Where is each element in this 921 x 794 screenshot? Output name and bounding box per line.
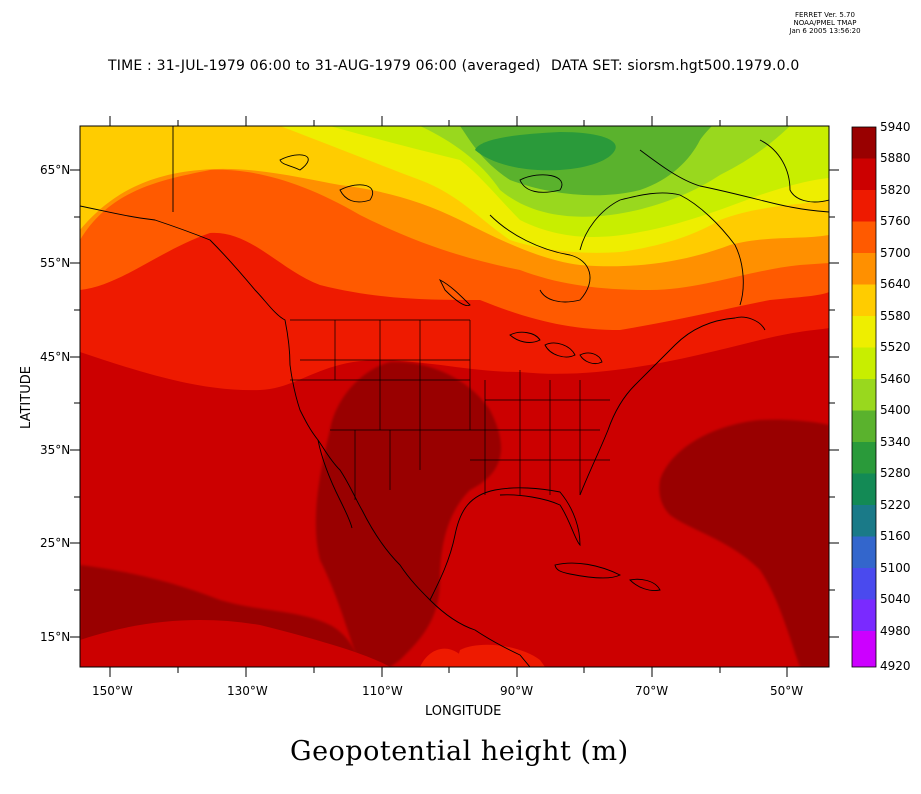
lon-tick-label: 90°W: [500, 684, 534, 698]
colorbar-swatch: [852, 536, 876, 568]
time-range-title: TIME : 31-JUL-1979 06:00 to 31-AUG-1979 …: [108, 58, 541, 74]
colorbar-label: 5580: [880, 309, 911, 323]
colorbar-label: 4980: [880, 624, 911, 638]
colorbar-label: 5040: [880, 592, 911, 606]
colorbar-label: 5880: [880, 151, 911, 165]
contour-fill: [80, 126, 829, 667]
colorbar-label: 5760: [880, 214, 911, 228]
colorbar-label: 5280: [880, 466, 911, 480]
colorbar-swatch: [852, 127, 876, 159]
colorbar-label: 5700: [880, 246, 911, 260]
lat-ticks: [70, 169, 839, 638]
lat-tick-label: 15°N: [40, 630, 71, 644]
colorbar-label: 5820: [880, 183, 911, 197]
ferret-version: FERRET Ver. 5.70: [795, 11, 855, 19]
colorbar-swatch: [852, 473, 876, 505]
colorbar-swatch: [852, 379, 876, 411]
colorbar-swatch: [852, 190, 876, 222]
colorbar-swatch: [852, 284, 876, 316]
colorbar-swatch: [852, 221, 876, 253]
lon-tick-label: 50°W: [770, 684, 804, 698]
lat-tick-label: 45°N: [40, 350, 71, 364]
lat-tick-label: 55°N: [40, 256, 71, 270]
colorbar-label: 5520: [880, 340, 911, 354]
colorbar-swatch: [852, 158, 876, 190]
colorbar-swatch: [852, 505, 876, 537]
y-axis-label: LATITUDE: [18, 366, 34, 429]
state-borders: [290, 319, 610, 500]
dataset-title: DATA SET: siorsm.hgt500.1979.0.0: [551, 58, 800, 74]
colorbar-swatch: [852, 631, 876, 667]
lon-ticks: [109, 116, 788, 677]
colorbar-swatch: [852, 347, 876, 379]
ferret-timestamp: Jan 6 2005 13:56:20: [789, 27, 861, 35]
colorbar-swatch: [852, 253, 876, 285]
x-axis-label: LONGITUDE: [425, 704, 502, 719]
colorbar-swatch: [852, 316, 876, 348]
colorbar-swatch: [852, 410, 876, 442]
colorbar-label: 5220: [880, 498, 911, 512]
colorbar-swatch: [852, 599, 876, 631]
ferret-credit: FERRET Ver. 5.70 NOAA/PMEL TMAP Jan 6 20…: [770, 11, 880, 35]
coastlines: [80, 126, 829, 667]
colorbar-label: 5160: [880, 529, 911, 543]
colorbar-label: 5640: [880, 277, 911, 291]
variable-title: Geopotential height (m): [290, 736, 629, 767]
colorbar-label: 4920: [880, 659, 911, 673]
colorbar-label: 5460: [880, 372, 911, 386]
lat-tick-label: 65°N: [40, 163, 71, 177]
lon-tick-label: 150°W: [92, 684, 133, 698]
colorbar-label: 5940: [880, 120, 911, 134]
colorbar-label: 5100: [880, 561, 911, 575]
lat-tick-label: 35°N: [40, 443, 71, 457]
colorbar-label: 5400: [880, 403, 911, 417]
plot-frame: [79, 125, 830, 668]
lon-tick-label: 70°W: [635, 684, 669, 698]
lon-tick-label: 130°W: [227, 684, 268, 698]
lon-tick-label: 110°W: [362, 684, 403, 698]
colorbar-label: 5340: [880, 435, 911, 449]
colorbar-swatch: [852, 568, 876, 600]
colorbar: [851, 126, 877, 668]
ferret-org: NOAA/PMEL TMAP: [793, 19, 857, 27]
lat-tick-label: 25°N: [40, 536, 71, 550]
colorbar-swatch: [852, 442, 876, 474]
